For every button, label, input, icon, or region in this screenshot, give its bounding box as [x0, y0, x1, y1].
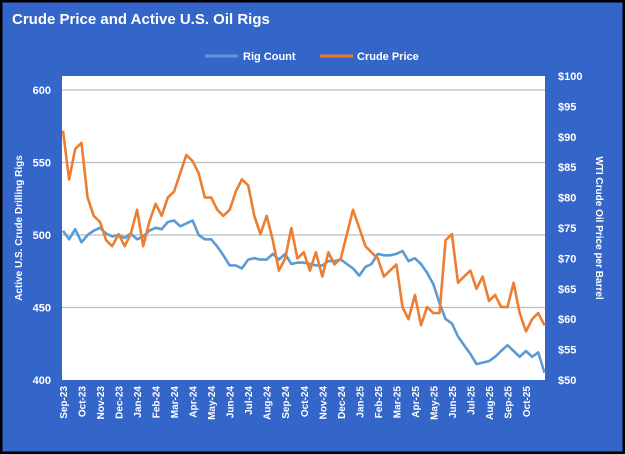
x-tick-label: Aug-24: [263, 386, 274, 420]
y-left-tick-label: 550: [33, 158, 51, 170]
chart-title: Crude Price and Active U.S. Oil Rigs: [12, 11, 270, 28]
x-tick-label: Mar-24: [170, 386, 181, 419]
y-right-tick-label: $100: [558, 71, 582, 83]
x-tick-label: Apr-25: [411, 386, 422, 418]
x-tick-label: Sep-25: [503, 386, 514, 419]
y-right-tick-label: $55: [558, 345, 576, 357]
x-tick-label: Dec-24: [337, 386, 348, 419]
y-right-tick-label: $75: [558, 223, 576, 235]
y-right-tick-label: $95: [558, 101, 576, 113]
y-left-tick-label: 500: [33, 230, 51, 242]
y-right-tick-label: $50: [558, 375, 576, 387]
x-tick-label: Feb-24: [152, 386, 163, 419]
y-right-tick-label: $80: [558, 193, 576, 205]
y-right-tick-label: $65: [558, 284, 576, 296]
x-tick-label: May-24: [207, 386, 218, 420]
x-tick-label: Apr-24: [189, 386, 200, 418]
x-tick-label: Nov-23: [96, 386, 107, 420]
legend-label-rig-count: Rig Count: [243, 51, 296, 63]
x-tick-label: Jul-25: [466, 386, 477, 415]
x-tick-label: Oct-24: [300, 386, 311, 418]
legend-label-crude-price: Crude Price: [357, 51, 419, 63]
x-tick-label: Jan-24: [133, 386, 144, 418]
y-right-tick-label: $90: [558, 132, 576, 144]
y-right-tick-label: $85: [558, 162, 576, 174]
legend: Rig Count Crude Price: [205, 51, 419, 63]
y-right-tick-label: $70: [558, 253, 576, 265]
x-tick-label: Jul-24: [244, 386, 255, 415]
x-tick-label: Jun-24: [226, 386, 237, 419]
x-tick-label: Dec-23: [115, 386, 126, 419]
y-left-tick-label: 450: [33, 303, 51, 315]
x-tick-label: Feb-25: [374, 386, 385, 419]
x-tick-label: Sep-23: [59, 386, 70, 419]
x-tick-label: Aug-25: [485, 386, 496, 420]
x-tick-label: Mar-25: [392, 386, 403, 419]
x-tick-label: Oct-23: [78, 386, 89, 418]
y-right-tick-label: $60: [558, 314, 576, 326]
x-tick-label: Oct-25: [522, 386, 533, 418]
x-tick-label: Nov-24: [318, 386, 329, 420]
y-left-axis-label: Active U.S. Crude Drilling Rigs: [14, 155, 25, 301]
x-tick-label: Jan-25: [355, 386, 366, 418]
y-left-tick-label: 400: [33, 375, 51, 387]
x-tick-label: Jun-25: [448, 386, 459, 419]
x-tick-label: Sep-24: [281, 386, 292, 419]
y-right-axis-label: WTI Crude Oil Price per Barrel: [593, 156, 604, 300]
x-tick-label: May-25: [429, 386, 440, 420]
plot-area: [62, 76, 545, 380]
y-left-tick-label: 600: [33, 85, 51, 97]
